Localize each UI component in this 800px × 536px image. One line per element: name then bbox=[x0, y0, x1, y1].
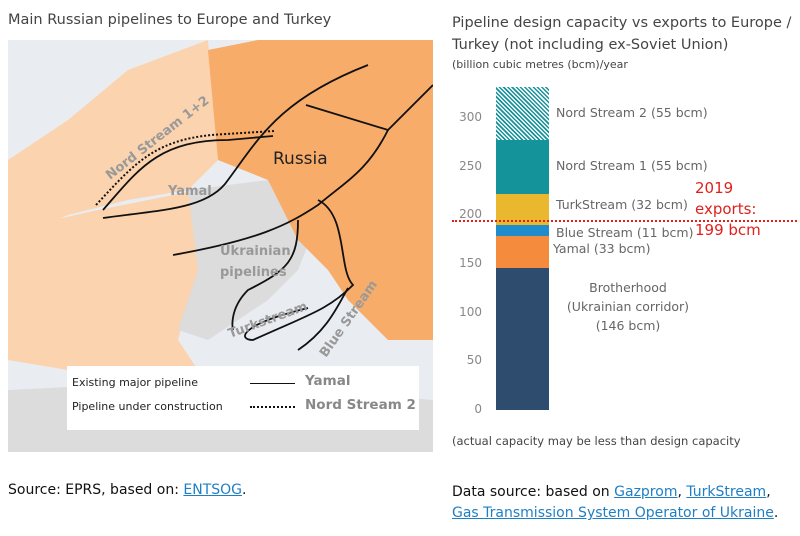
legend-construction-text: Pipeline under construction bbox=[72, 400, 223, 413]
russia-label: Russia bbox=[273, 149, 328, 169]
chart-title-line2: Turkey (not including ex-Soviet Union) bbox=[452, 37, 729, 53]
exports-reference-line bbox=[452, 220, 797, 223]
y-tick-label: 150 bbox=[459, 256, 482, 271]
dotted-line-sample bbox=[250, 406, 295, 408]
map-title: Main Russian pipelines to Europe and Tur… bbox=[8, 12, 332, 28]
gazprom-link[interactable]: Gazprom bbox=[614, 484, 678, 500]
bar-segment bbox=[496, 225, 549, 236]
y-tick-label: 200 bbox=[459, 207, 482, 222]
segment-label: Blue Stream (11 bcm) bbox=[556, 225, 694, 241]
europe-region bbox=[8, 190, 218, 400]
y-tick-label: 0 bbox=[474, 402, 482, 416]
segment-label-line: Brotherhood bbox=[589, 279, 667, 295]
ukraine-belarus bbox=[178, 180, 318, 340]
chart-title: Pipeline design capacity vs exports to E… bbox=[452, 12, 791, 56]
data-source-prefix: Data source: based on bbox=[452, 484, 615, 500]
russia-region bbox=[208, 40, 433, 340]
segment-label: Nord Stream 1 (55 bcm) bbox=[556, 158, 708, 174]
segment-label: Yamal (33 bcm) bbox=[553, 240, 651, 256]
data-source: Data source: based on Gazprom, TurkStrea… bbox=[452, 484, 779, 521]
y-tick-label: 50 bbox=[466, 353, 482, 368]
y-tick-label: 250 bbox=[459, 158, 482, 173]
scandinavia bbox=[8, 40, 218, 240]
ukrainian-label: Ukrainian bbox=[220, 244, 291, 259]
gts-ukraine-link[interactable]: Gas Transmission System Operator of Ukra… bbox=[452, 505, 774, 521]
exports-annotation: 2019 exports: 199 bcm bbox=[695, 178, 761, 241]
y-tick-label: 300 bbox=[459, 110, 482, 125]
source-line: Source: EPRS, based on: ENTSOG. bbox=[8, 482, 246, 498]
y-tick-label: 100 bbox=[459, 304, 482, 319]
chart-note: (actual capacity may be less than design… bbox=[452, 434, 741, 448]
source-prefix: Source: EPRS, based on: bbox=[8, 482, 184, 498]
bar-segment bbox=[496, 193, 549, 226]
legend-yamal-example: Yamal bbox=[305, 373, 351, 389]
map-legend: Existing major pipeline Pipeline under c… bbox=[67, 366, 419, 430]
entsog-link[interactable]: ENTSOG bbox=[183, 482, 242, 498]
pipelines-label: pipelines bbox=[220, 265, 287, 280]
yamal-label: Yamal bbox=[167, 184, 212, 199]
bar-segment bbox=[496, 86, 549, 141]
turkstream-link[interactable]: TurkStream bbox=[686, 484, 767, 500]
legend-nord-stream-2-example: Nord Stream 2 bbox=[305, 397, 416, 413]
exports-annotation-line: exports: bbox=[695, 200, 757, 218]
chart-title-line1: Pipeline design capacity vs exports to E… bbox=[452, 15, 792, 31]
segment-label-line: (146 bcm) bbox=[595, 317, 661, 333]
exports-annotation-line: 199 bcm bbox=[695, 221, 761, 239]
bar-segment bbox=[496, 140, 549, 194]
segment-label: Brotherhood (Ukrainian corridor) (146 bcm) bbox=[548, 278, 708, 335]
legend-existing-text: Existing major pipeline bbox=[72, 376, 198, 389]
segment-label: Nord Stream 2 (55 bcm) bbox=[556, 104, 708, 120]
y-axis-label: (billion cubic metres (bcm)/year bbox=[452, 58, 628, 71]
exports-annotation-line: 2019 bbox=[695, 179, 734, 197]
bar-segment bbox=[496, 235, 549, 268]
bar-segment bbox=[496, 267, 549, 410]
source-suffix: . bbox=[242, 482, 247, 498]
solid-line-sample bbox=[250, 383, 295, 384]
segment-label: TurkStream (32 bcm) bbox=[556, 196, 688, 212]
segment-label-line: (Ukrainian corridor) bbox=[566, 298, 690, 314]
